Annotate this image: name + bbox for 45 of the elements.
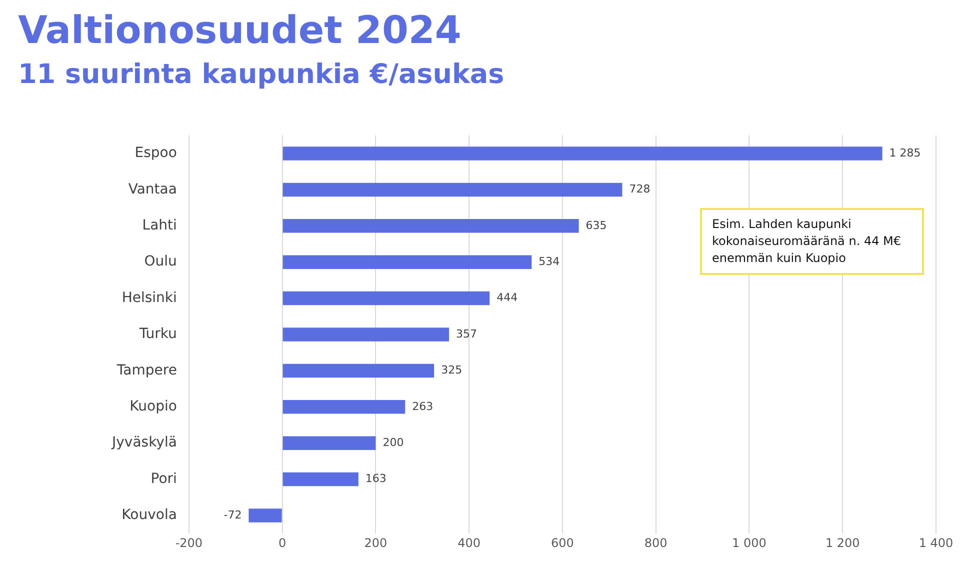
data-label: 357: [456, 327, 478, 340]
chart-title: Valtionosuudet 2024: [18, 8, 462, 52]
bar: [282, 364, 434, 378]
x-tick-label: 800: [644, 536, 668, 550]
data-label: 325: [441, 364, 462, 377]
y-tick-label: Kuopio: [130, 398, 177, 415]
annotation: Esim. Lahden kaupunki kokonaiseuromääränä n. 44 M€ enemmän kuin Kuopio: [700, 208, 924, 275]
bar: [282, 146, 882, 160]
data-label: 200: [382, 436, 404, 449]
x-tick-label: 1 200: [825, 536, 860, 550]
chart-subtitle: 11 suurinta kaupunkia €/asukas: [18, 58, 504, 92]
x-tick-label: 600: [551, 536, 574, 550]
x-tick-label: 1 400: [918, 536, 954, 550]
x-tick-label: 1 000: [732, 536, 766, 550]
x-tick-label: 0: [278, 536, 286, 550]
y-tick-label: Espoo: [134, 145, 177, 162]
bar: [248, 508, 282, 522]
data-label: 728: [629, 182, 650, 196]
data-label: 635: [586, 218, 607, 232]
bar: [282, 255, 532, 269]
data-label: 263: [412, 400, 434, 413]
y-tick-label: Kouvola: [122, 507, 177, 524]
bar: [282, 472, 358, 486]
bar: [282, 291, 490, 306]
x-tick-label: -200: [175, 536, 203, 550]
bar: [282, 219, 579, 233]
bar: [282, 436, 376, 450]
bar: [282, 328, 450, 342]
data-label: 534: [538, 254, 560, 268]
y-tick-label: Helsinki: [122, 290, 177, 306]
y-tick-label: Tampere: [116, 362, 177, 378]
y-tick-label: Oulu: [144, 254, 177, 270]
y-tick-label: Turku: [138, 326, 177, 342]
y-tick-label: Lahti: [142, 218, 177, 234]
data-label: 1 285: [889, 146, 921, 160]
bar: [282, 400, 406, 414]
y-tick-label: Vantaa: [128, 181, 177, 198]
x-tick-label: 200: [364, 536, 388, 550]
data-label: -72: [224, 508, 242, 522]
y-tick-label: Pori: [150, 470, 177, 487]
bar: [282, 182, 622, 197]
data-label: 444: [496, 291, 518, 304]
x-tick-label: 400: [458, 536, 481, 550]
data-label: 163: [365, 472, 386, 486]
y-tick-label: Jyväskylä: [110, 434, 177, 451]
